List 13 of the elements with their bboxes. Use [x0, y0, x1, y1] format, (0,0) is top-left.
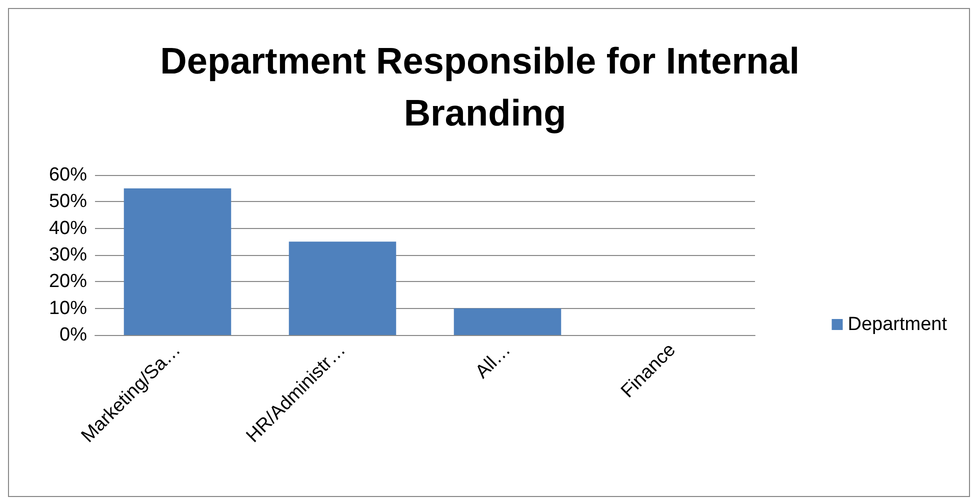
- y-tick-label: 20%: [48, 271, 88, 292]
- bar: [288, 242, 396, 335]
- y-tick-label: 40%: [48, 218, 88, 239]
- y-tick-label: 10%: [48, 298, 88, 319]
- chart-title: Department Responsible for Internal Branding: [160, 40, 810, 134]
- x-tick-label: All…: [472, 340, 515, 383]
- y-tick-label: 30%: [48, 244, 88, 266]
- y-tick-label: 50%: [48, 191, 88, 212]
- y-tick-label: 60%: [48, 164, 88, 186]
- legend-label: Department: [848, 314, 948, 335]
- y-tick-label: 0%: [60, 324, 88, 346]
- bar: [124, 188, 232, 335]
- bar: [454, 308, 562, 335]
